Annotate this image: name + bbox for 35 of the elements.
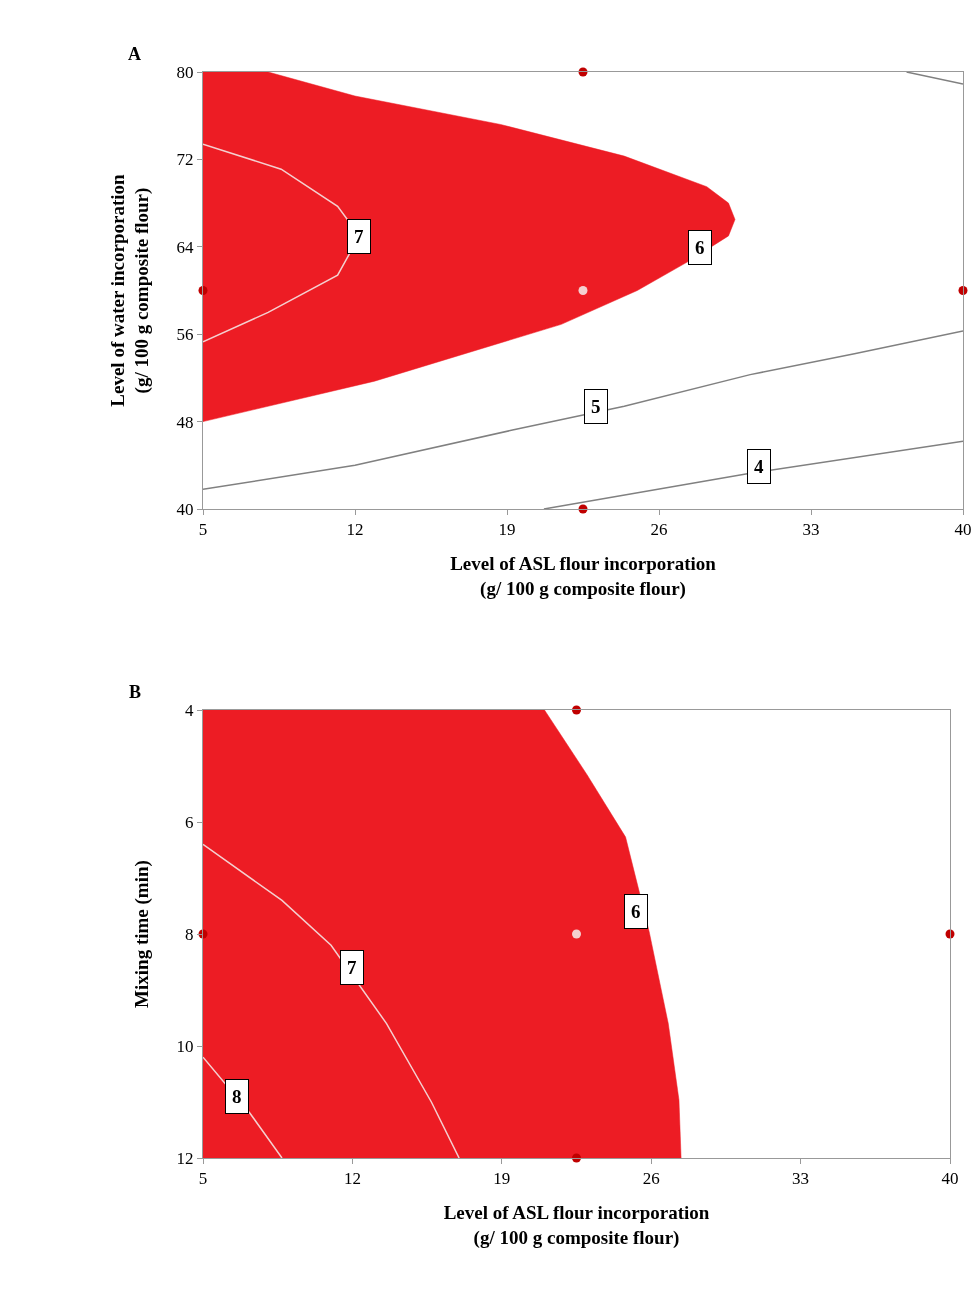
annotation: 7: [347, 957, 357, 978]
x-tick-label: 5: [198, 520, 208, 540]
annotation: 4: [754, 456, 764, 477]
y-tick-label: 56: [176, 325, 194, 345]
x-tick-label: 33: [802, 520, 820, 540]
x-tick-label: 19: [498, 520, 516, 540]
annotation: 6: [695, 237, 705, 258]
x-tick-label: 26: [642, 1169, 660, 1189]
x-axis-title: Level of ASL flour incorporation (g/ 100 g composite flour): [450, 553, 717, 600]
y-tick-label: 40: [176, 499, 194, 519]
x-tick-label: 33: [792, 1169, 810, 1189]
chart-title: B: [129, 682, 142, 702]
y-tick-label: 4: [185, 700, 195, 720]
annotation: 8: [232, 1086, 242, 1107]
y-axis-title: Mixing time (min): [131, 860, 154, 1008]
x-tick-label: 19: [493, 1169, 511, 1189]
annotation: 6: [631, 901, 641, 922]
x-tick-label: 5: [198, 1169, 208, 1189]
x-tick-label: 26: [650, 520, 668, 540]
y-tick-label: 8: [185, 924, 194, 944]
annotation: 5: [591, 396, 601, 417]
x-tick-label: 12: [346, 520, 364, 540]
chart-title: A: [128, 44, 141, 64]
x-axis-title: Level of ASL flour incorporation (g/ 100 g composite flour): [443, 1202, 710, 1249]
x-tick-label: 40: [954, 520, 972, 540]
y-tick-label: 12: [176, 1148, 194, 1168]
y-tick-label: 80: [176, 62, 194, 82]
y-tick-label: 6: [185, 812, 194, 832]
y-tick-label: 64: [176, 237, 195, 257]
y-axis-title: Level of water incorporation (g/ 100 g composite flour): [106, 173, 154, 407]
y-tick-label: 10: [176, 1036, 194, 1056]
x-tick-label: 40: [941, 1169, 959, 1189]
x-tick-label: 12: [343, 1169, 361, 1189]
y-tick-label: 72: [176, 150, 194, 170]
y-tick-label: 48: [176, 412, 194, 432]
